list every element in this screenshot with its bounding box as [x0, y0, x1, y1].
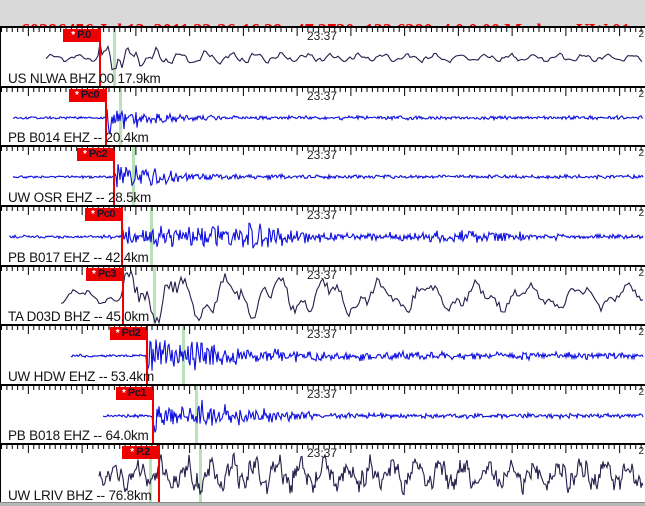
p-pick-line[interactable] — [152, 385, 154, 444]
theoretical-s-arrival-line — [113, 28, 116, 86]
station-label: UW HDW EHZ -- 53.4km — [8, 368, 154, 384]
pick-flag-phase: P.2 — [136, 446, 150, 459]
station-label: UW LRIV BHZ -- 76.8km — [8, 488, 152, 503]
p-pick-line[interactable] — [146, 326, 148, 384]
trace-time-label: 23:37 — [307, 327, 338, 342]
pick-flag-marker: * — [71, 30, 76, 41]
seismogram-waveform[interactable] — [1, 445, 645, 503]
right-edge-time-label: 2 — [638, 327, 644, 339]
trace-time-label: 23:37 — [307, 29, 338, 43]
trace-panel[interactable]: 23:37 2 * Pc0 PB B014 EHZ -- 20.4km — [1, 85, 645, 146]
pick-flag-marker: * — [130, 447, 135, 459]
station-label: TA D03D BHZ -- 45.0km — [8, 309, 150, 325]
pick-flag-marker: * — [122, 387, 126, 399]
pick-flag-marker: * — [83, 149, 87, 161]
trace-panel[interactable]: 23:37 2 * Pc0 PB B017 EHZ -- 42.4km — [1, 204, 645, 265]
trace-panel[interactable]: 23:37 2 * P.0 US NLWA BHZ 00 17.9km — [1, 26, 645, 86]
seismogram-waveform[interactable] — [1, 207, 645, 265]
right-edge-time-label: 2 — [638, 446, 644, 458]
trace-panel[interactable]: 23:37 2 * Pc1 PB B018 EHZ -- 64.0km — [1, 383, 645, 444]
station-label: PB B017 EHZ -- 42.4km — [8, 249, 149, 265]
pick-flag-marker: * — [75, 89, 79, 101]
event-summary-text: 60296456 Jul 13, 2011 23:36:16.29 47.373… — [18, 18, 645, 26]
seismogram-waveform[interactable] — [1, 267, 645, 325]
theoretical-p-arrival-line — [149, 445, 152, 503]
right-edge-time-label: 2 — [638, 267, 644, 279]
p-pick-flag[interactable]: * P.2 — [122, 446, 158, 460]
pick-flag-marker: * — [115, 328, 120, 340]
pick-flag-phase: Pc0 — [96, 207, 116, 220]
p-pick-line[interactable] — [121, 206, 123, 265]
right-edge-time-label: 2 — [638, 207, 644, 219]
p-pick-line[interactable] — [158, 445, 160, 503]
pick-flag-marker: * — [91, 208, 95, 220]
pick-flag-phase: P.0 — [77, 29, 91, 41]
trace-time-label: 23:37 — [307, 446, 338, 461]
station-label: PB B018 EHZ -- 64.0km — [8, 428, 149, 444]
p-pick-line[interactable] — [105, 87, 107, 146]
pick-flag-marker: * — [92, 268, 96, 280]
station-label: US NLWA BHZ 00 17.9km — [8, 70, 161, 86]
trace-panel[interactable]: 23:37 2 * Pc3 TA D03D BHZ -- 45.0km — [1, 264, 645, 325]
trace-time-label: 23:37 — [307, 207, 338, 222]
p-pick-flag[interactable]: * Pd2 — [110, 327, 146, 341]
right-edge-time-label: 2 — [638, 148, 644, 160]
p-pick-flag[interactable]: * P.0 — [63, 29, 99, 42]
p-pick-flag[interactable]: * Pc0 — [69, 88, 105, 102]
seismogram-waveform[interactable] — [1, 147, 645, 205]
theoretical-s-arrival-line — [195, 385, 198, 444]
trace-time-label: 23:37 — [307, 88, 338, 103]
p-pick-line[interactable] — [122, 266, 124, 325]
pick-flag-phase: Pc3 — [97, 267, 117, 280]
seismogram-waveform[interactable] — [1, 326, 645, 384]
pick-flag-phase: Pc1 — [127, 386, 147, 399]
trace-panel[interactable]: 23:37 2 * P.2 UW LRIV BHZ -- 76.8km — [1, 443, 645, 503]
p-pick-line[interactable] — [113, 147, 115, 205]
trace-panel[interactable]: 23:37 2 * Pd2 UW HDW EHZ -- 53.4km — [1, 324, 645, 384]
theoretical-s-arrival-line — [199, 445, 202, 503]
pick-flag-phase: Pc2 — [88, 148, 108, 161]
right-edge-time-label: 2 — [638, 29, 644, 40]
trace-stack: 23:37 2 * P.0 US NLWA BHZ 00 17.9km 23:3… — [0, 26, 645, 505]
pick-flag-phase: Pd2 — [121, 327, 141, 340]
trace-panel[interactable]: 23:37 2 * Pc2 UW OSR EHZ -- 28.5km — [1, 145, 645, 205]
window-bottom-edge — [0, 502, 645, 506]
theoretical-s-arrival-line — [153, 266, 156, 325]
station-label: PB B014 EHZ -- 20.4km — [8, 130, 149, 146]
right-edge-time-label: 2 — [638, 88, 644, 100]
p-pick-line[interactable] — [99, 28, 101, 86]
p-pick-flag[interactable]: * Pc3 — [86, 267, 122, 281]
p-pick-flag[interactable]: * Pc1 — [116, 386, 152, 400]
seismogram-waveform[interactable] — [1, 386, 645, 444]
pick-flag-phase: Pc0 — [80, 88, 100, 101]
event-header-bar: 60296456 Jul 13, 2011 23:36:16.29 47.373… — [0, 0, 645, 26]
theoretical-s-arrival-line — [132, 147, 135, 205]
trace-time-label: 23:37 — [307, 386, 338, 401]
seismogram-waveform[interactable] — [1, 28, 645, 86]
p-pick-flag[interactable]: * Pc0 — [85, 207, 121, 221]
seismogram-waveform[interactable] — [1, 88, 645, 146]
trace-time-label: 23:37 — [307, 148, 338, 163]
station-label: UW OSR EHZ -- 28.5km — [8, 189, 152, 205]
p-pick-flag[interactable]: * Pc2 — [77, 148, 113, 162]
right-edge-time-label: 2 — [638, 386, 644, 398]
trace-time-label: 23:37 — [307, 267, 338, 282]
